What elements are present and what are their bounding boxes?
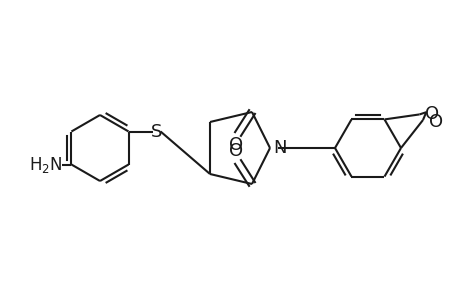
Text: O: O <box>425 105 439 123</box>
Text: O: O <box>229 136 242 154</box>
Text: O: O <box>229 142 242 160</box>
Text: H$_2$N: H$_2$N <box>29 154 62 175</box>
Text: O: O <box>428 113 442 131</box>
Text: N: N <box>272 139 286 157</box>
Text: S: S <box>151 122 162 140</box>
